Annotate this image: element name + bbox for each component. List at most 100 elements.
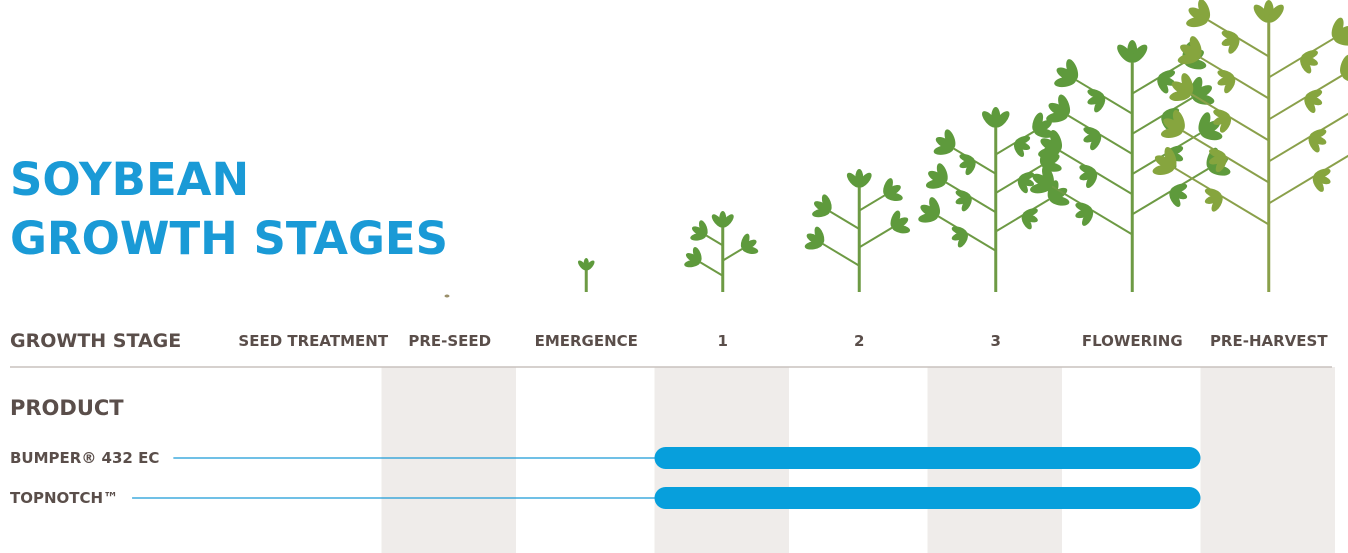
leaf	[1056, 67, 1077, 82]
leaf	[1221, 30, 1239, 41]
branch	[858, 194, 886, 212]
branch	[705, 234, 724, 247]
leaf	[1181, 73, 1194, 95]
stage-label: PRE-SEED	[408, 332, 491, 350]
leaf	[1066, 59, 1079, 81]
leaf	[928, 170, 946, 184]
application-bar	[654, 487, 1201, 509]
leaf	[1013, 142, 1025, 158]
leaf	[994, 111, 1010, 128]
stage-label: 3	[991, 332, 1001, 350]
leaf	[1040, 138, 1061, 153]
product-label: PRODUCT	[10, 396, 124, 420]
leaf	[1198, 0, 1211, 21]
leaf	[1090, 134, 1102, 151]
title-line: GROWTH STAGES	[10, 212, 448, 265]
leaf	[1171, 81, 1192, 96]
leaf	[1211, 195, 1223, 212]
branch	[1190, 93, 1270, 142]
branch	[1131, 61, 1186, 95]
leaf	[814, 201, 831, 213]
branch	[1059, 149, 1133, 196]
leaf	[929, 197, 941, 217]
leaf	[1228, 37, 1240, 54]
stage-label: 1	[718, 332, 728, 350]
header-label: GROWTH STAGE	[10, 330, 181, 352]
branch	[1268, 74, 1343, 121]
product-name: TOPNOTCH™	[10, 489, 118, 507]
leaf	[1075, 202, 1093, 213]
leaf	[944, 129, 956, 149]
leaf	[1058, 94, 1071, 116]
leaf	[685, 253, 701, 264]
branch	[1173, 166, 1270, 226]
leaf	[814, 226, 825, 244]
leaf	[1189, 36, 1202, 58]
seed	[444, 294, 450, 298]
plants	[578, 0, 1348, 292]
leaf	[1204, 188, 1222, 198]
leaf	[1082, 210, 1094, 226]
leaf	[1172, 110, 1185, 131]
leaf	[858, 172, 872, 188]
title-line: SOYBEAN	[10, 153, 249, 206]
leaf	[935, 137, 954, 150]
leaf	[1213, 109, 1231, 119]
stage-label: PRE-HARVEST	[1210, 332, 1328, 350]
branch	[821, 242, 860, 267]
leaf	[1219, 116, 1232, 133]
leaf	[955, 190, 971, 199]
leaf	[1017, 178, 1028, 194]
leaf	[1157, 77, 1169, 94]
product-name: BUMPER® 432 EC	[10, 449, 159, 467]
leaf	[1163, 118, 1183, 133]
leaf	[1154, 155, 1175, 170]
leaf	[1209, 148, 1226, 159]
leaf	[1215, 156, 1227, 173]
leaf	[742, 246, 759, 254]
leaf	[1340, 54, 1348, 76]
leaf	[1188, 7, 1209, 22]
leaf	[1049, 196, 1070, 206]
leaf	[691, 226, 707, 237]
leaf	[884, 192, 903, 202]
leaf	[1180, 44, 1200, 59]
leaf	[1300, 57, 1312, 74]
branch	[1051, 185, 1133, 236]
branch	[829, 210, 860, 230]
stage-column	[1200, 367, 1335, 553]
application-bar	[654, 447, 1201, 469]
stage-label: FLOWERING	[1082, 332, 1183, 350]
leaf	[806, 233, 823, 245]
branch	[858, 226, 893, 249]
leaf	[951, 226, 967, 236]
leaf	[957, 233, 968, 248]
leaf	[1333, 35, 1348, 46]
branch	[1131, 96, 1194, 135]
stage-label: 2	[854, 332, 864, 350]
branch	[1268, 154, 1348, 205]
leaf	[1050, 129, 1063, 151]
leaf	[1048, 102, 1069, 117]
leaf	[1034, 128, 1054, 138]
stage-column	[381, 367, 516, 553]
leaf	[1267, 4, 1284, 23]
stage-label: SEED TREATMENT	[238, 332, 388, 350]
leaf	[1169, 191, 1181, 207]
leaf	[821, 194, 832, 212]
branch	[1067, 114, 1133, 155]
leaf	[1131, 44, 1148, 63]
leaf	[1200, 129, 1223, 141]
leaf	[965, 160, 976, 176]
leaf	[961, 197, 972, 212]
leaf	[692, 246, 702, 263]
branch	[1268, 112, 1348, 163]
stage-label: EMERGENCE	[535, 332, 638, 350]
leaf	[1308, 136, 1320, 153]
branch	[1207, 19, 1270, 58]
leaf	[1164, 146, 1177, 168]
leaf	[1087, 89, 1105, 99]
leaf	[1042, 165, 1054, 187]
branch	[722, 247, 743, 262]
